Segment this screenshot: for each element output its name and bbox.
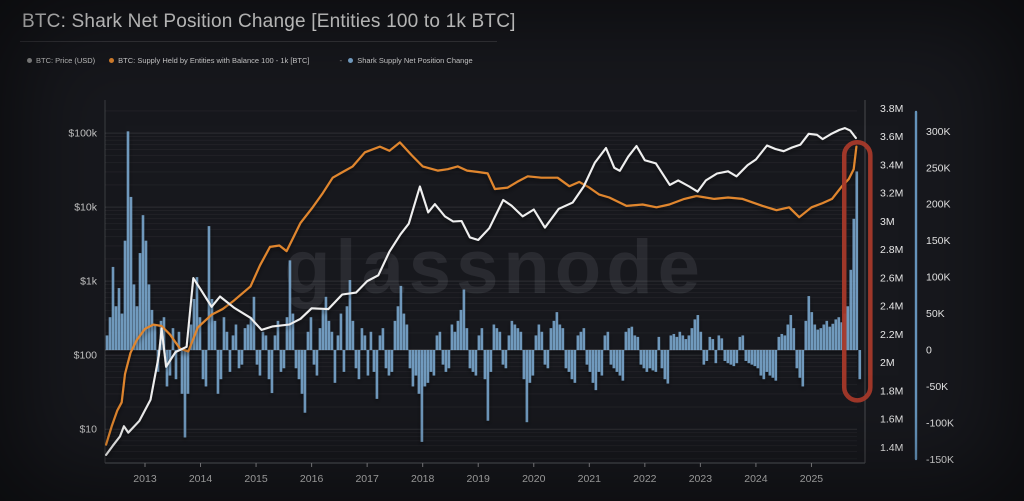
net-axis-tick: 0 (926, 345, 932, 357)
net-axis-tick: 50K (926, 308, 945, 320)
supply-axis-tick: 3.4M (880, 159, 903, 171)
price-line (105, 127, 857, 456)
x-axis-year-label: 2022 (633, 473, 657, 485)
net-position-series-swatch (348, 58, 354, 63)
legend-item-net-position[interactable]: Shark Supply Net Position Change (348, 56, 473, 65)
title-divider (20, 41, 497, 42)
price-axis-labels: $100k $10k $1k $100 $10 (68, 128, 97, 436)
price-series-swatch (27, 58, 32, 63)
gridlines (104, 100, 866, 463)
supply-axis-tick: 3.6M (880, 131, 903, 143)
net-axis-tick: 150K (926, 235, 951, 247)
legend-separator: - (339, 56, 343, 65)
x-axis-year-label: 2017 (355, 473, 379, 485)
supply-axis-tick: 2.4M (880, 301, 903, 313)
x-axis-year-label: 2015 (244, 473, 268, 485)
supply-series-swatch (109, 58, 115, 63)
x-axis-year-label: 2024 (744, 473, 768, 485)
supply-axis-tick: 1.8M (880, 385, 903, 397)
supply-line (104, 141, 858, 446)
x-axis: 2013 2014 2015 2016 2017 2018 2019 2020 2021 2022… (105, 462, 865, 485)
highlight-annotation (841, 140, 873, 403)
net-axis-tick: 250K (926, 162, 951, 174)
net-axis-tick: -100K (926, 417, 954, 429)
net-axis-tick: -50K (926, 381, 948, 393)
price-axis-tick: $10 (79, 424, 97, 436)
legend-label-net-position: Shark Supply Net Position Change (357, 56, 473, 65)
x-axis-year-label: 2013 (133, 473, 157, 485)
net-axis-tick: 200K (926, 199, 951, 211)
supply-axis-tick: 2.8M (880, 244, 903, 256)
net-axis-tick: 100K (926, 272, 951, 284)
supply-axis-tick: 3.2M (880, 188, 903, 200)
supply-axis-tick: 2.6M (880, 272, 903, 284)
price-axis-tick: $1k (80, 276, 98, 288)
net-axis-labels: 300K 250K 200K 150K 100K 50K 0 -50K -100K -150K (926, 126, 954, 466)
supply-axis-labels: 3.8M 3.6M 3.4M 3.2M 3M 2.8M 2.6M 2.4M 2.2M 2M 1.8M… (880, 103, 903, 454)
x-axis-year-label: 2014 (189, 473, 213, 485)
supply-axis-tick: 2.2M (880, 329, 903, 341)
price-axis-tick: $100 (74, 350, 98, 362)
legend-item-supply[interactable]: BTC: Supply Held by Entities with Balanc… (109, 56, 310, 65)
x-axis-year-label: 2025 (800, 473, 824, 485)
price-axis-tick: $10k (74, 202, 98, 214)
x-axis-year-label: 2023 (689, 473, 713, 485)
x-axis-year-label: 2018 (411, 473, 435, 485)
net-axis-tick: -150K (926, 454, 954, 466)
x-axis-year-label: 2016 (300, 473, 324, 485)
supply-axis-tick: 3M (880, 216, 895, 228)
legend-label-supply: BTC: Supply Held by Entities with Balanc… (118, 56, 310, 65)
price-axis-tick: $100k (68, 128, 97, 140)
legend: BTC: Price (USD) BTC: Supply Held by Ent… (27, 56, 473, 65)
chart-title: BTC: Shark Net Position Change [Entities… (22, 11, 516, 32)
x-axis-year-label: 2020 (522, 473, 546, 485)
supply-axis-tick: 1.4M (880, 442, 903, 454)
supply-axis-tick: 1.6M (880, 414, 903, 426)
x-axis-year-label: 2021 (578, 473, 602, 485)
legend-item-price[interactable]: BTC: Price (USD) (27, 56, 95, 65)
net-axis-tick: 300K (926, 126, 951, 138)
x-axis-year-label: 2019 (467, 473, 491, 485)
legend-label-price: BTC: Price (USD) (36, 56, 96, 65)
net-position-bars (105, 131, 862, 442)
supply-axis-tick: 3.8M (880, 103, 903, 115)
supply-axis-tick: 2M (880, 357, 895, 369)
